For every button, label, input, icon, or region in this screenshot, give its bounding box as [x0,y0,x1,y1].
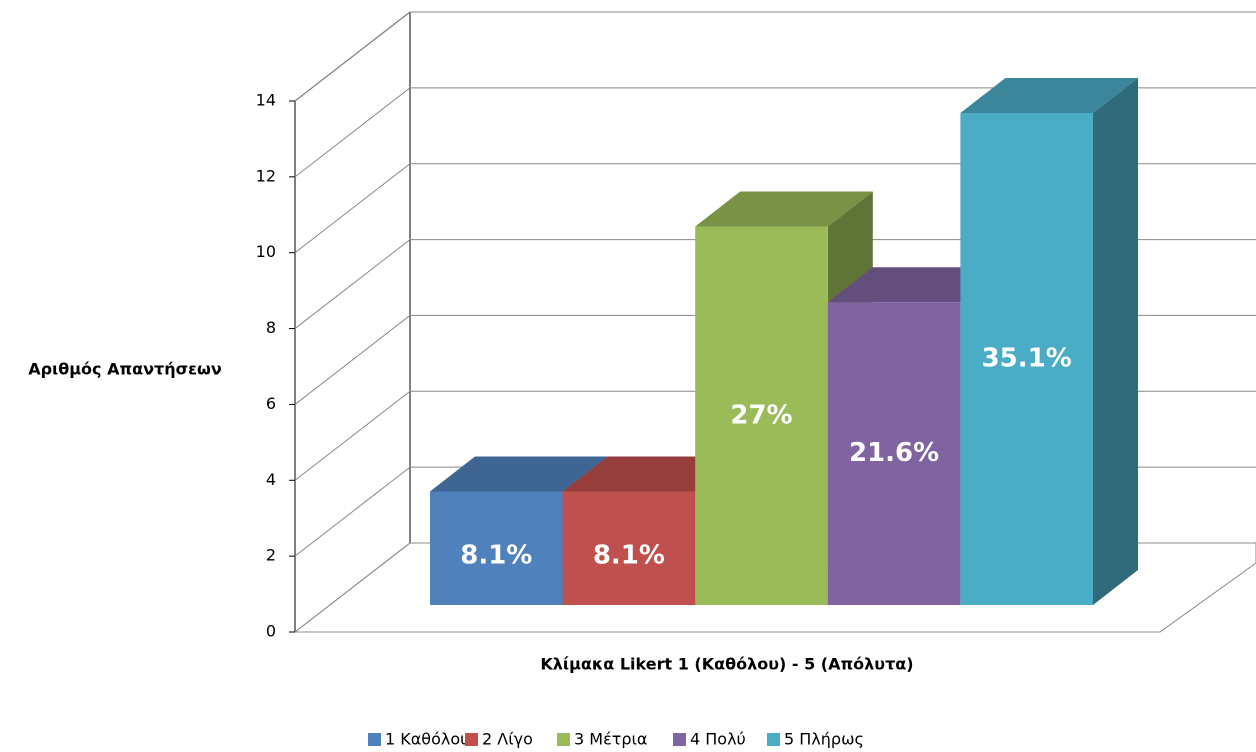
bar-top [695,191,873,227]
y-tick-label: 8 [266,318,276,337]
bar-front [827,302,961,605]
y-tick-label: 4 [266,470,276,489]
bar-front [562,491,696,605]
data-label: 27% [730,400,792,430]
bar-front [430,491,563,605]
legend-swatch [557,733,570,746]
legend-swatch [465,733,478,746]
legend-swatch [368,733,381,746]
y-tick-label: 12 [256,166,276,185]
data-label: 35.1% [982,344,1072,374]
data-label: 21.6% [849,438,939,468]
grid-line [294,87,1256,178]
bar [960,78,1138,605]
bar-front [695,226,828,606]
x-axis-label: Κλίμακα Likert 1 (Καθόλου) - 5 (Απόλυτα) [540,655,913,674]
y-tick-label: 14 [256,91,276,110]
legend-swatch [673,733,686,746]
y-axis-label: Αριθμός Απαντήσεων [28,360,222,379]
legend-label: 4 Πολύ [690,730,746,749]
y-tick-label: 10 [256,242,276,261]
y-tick-label: 2 [266,546,276,565]
grid-line [294,11,1256,102]
y-tick-label: 0 [266,622,276,641]
bar-top [960,78,1138,113]
bar-front [960,113,1093,605]
bar-top [430,456,608,492]
y-tick-label: 6 [266,394,276,413]
data-label: 8.1% [593,541,665,571]
legend-label: 2 Λίγο [482,730,533,749]
bar-side [1093,78,1138,605]
legend-label: 5 Πλήρως [784,730,864,749]
legend-label: 1 Καθόλου [385,730,469,749]
legend-label: 3 Μέτρια [574,730,647,749]
data-label: 8.1% [460,541,532,571]
legend-swatch [767,733,780,746]
